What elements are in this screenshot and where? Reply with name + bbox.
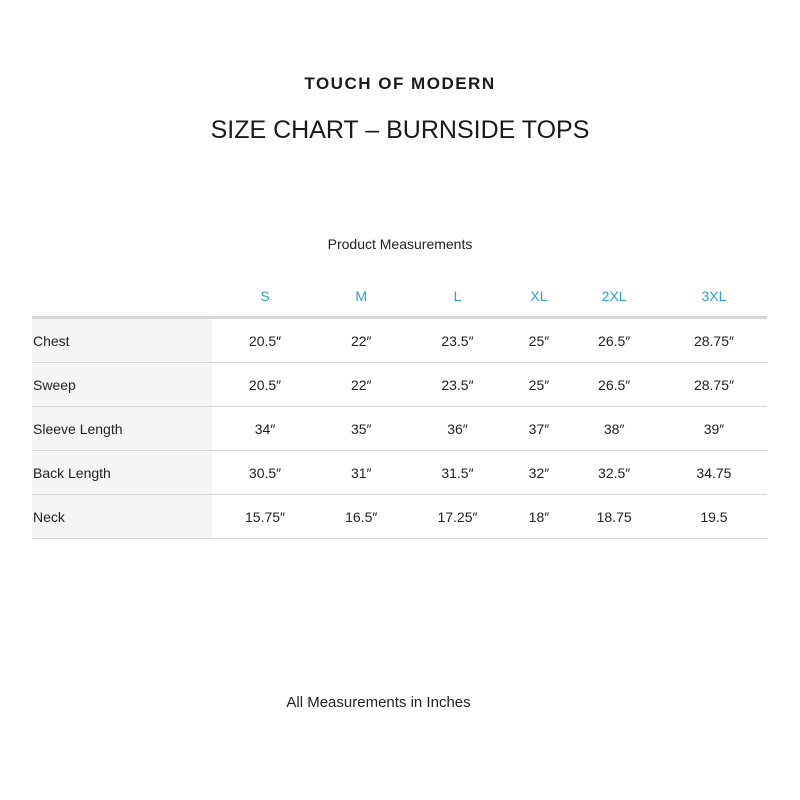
table-row: Sweep 20.5″ 22″ 23.5″ 25″ 26.5″ 28.75″ bbox=[32, 362, 767, 407]
blank-header-cell bbox=[32, 276, 212, 318]
measurement-cell: 34″ bbox=[212, 406, 319, 451]
footer-note: All Measurements in Inches bbox=[286, 694, 471, 711]
measurement-cell: 18.75 bbox=[567, 494, 661, 539]
measurement-cell: 30.5″ bbox=[212, 450, 319, 495]
measurement-cell: 23.5″ bbox=[404, 362, 511, 407]
measurement-cell: 22″ bbox=[318, 362, 405, 407]
measurement-cell: 16.5″ bbox=[318, 494, 405, 539]
brand-logo: TOUCH OF MODERN bbox=[304, 74, 496, 93]
measurement-cell: 23.5″ bbox=[404, 317, 511, 363]
table-row: Sleeve Length 34″ 35″ 36″ 37″ 38″ 39″ bbox=[32, 406, 767, 451]
measurement-cell: 36″ bbox=[404, 406, 511, 451]
size-header-row: S M L XL 2XL 3XL bbox=[32, 276, 767, 318]
measurement-cell: 26.5″ bbox=[567, 362, 661, 407]
size-header-l: L bbox=[453, 288, 462, 304]
measurement-cell: 26.5″ bbox=[567, 317, 661, 363]
measurement-cell: 28.75″ bbox=[660, 317, 767, 363]
row-label: Neck bbox=[32, 494, 212, 539]
size-header-3xl: 3XL bbox=[701, 288, 727, 304]
measurement-cell: 22″ bbox=[318, 317, 405, 363]
measurement-cell: 28.75″ bbox=[660, 362, 767, 407]
size-header-m: M bbox=[355, 288, 368, 304]
size-header-xl: XL bbox=[530, 288, 548, 304]
table-row: Neck 15.75″ 16.5″ 17.25″ 18″ 18.75 19.5 bbox=[32, 494, 767, 539]
measurement-cell: 37″ bbox=[510, 406, 568, 451]
page-title: SIZE CHART – BURNSIDE TOPS bbox=[210, 116, 590, 144]
measurement-cell: 39″ bbox=[660, 406, 767, 451]
row-label: Back Length bbox=[32, 450, 212, 495]
measurement-cell: 35″ bbox=[318, 406, 405, 451]
measurement-cell: 31″ bbox=[318, 450, 405, 495]
size-header-2xl: 2XL bbox=[601, 288, 627, 304]
measurement-cell: 34.75 bbox=[660, 450, 767, 495]
size-header-s: S bbox=[260, 288, 270, 304]
measurement-cell: 25″ bbox=[510, 362, 568, 407]
table-row: Back Length 30.5″ 31″ 31.5″ 32″ 32.5″ 34.75 bbox=[32, 450, 767, 495]
row-label: Sweep bbox=[32, 362, 212, 407]
row-label: Sleeve Length bbox=[32, 406, 212, 451]
measurement-cell: 18″ bbox=[510, 494, 568, 539]
measurement-cell: 19.5 bbox=[660, 494, 767, 539]
measurement-cell: 31.5″ bbox=[404, 450, 511, 495]
measurement-cell: 20.5″ bbox=[212, 362, 319, 407]
measurement-cell: 17.25″ bbox=[404, 494, 511, 539]
size-table: S M L XL 2XL 3XL Chest 20.5″ 22″ 23.5″ 25″ 26.5″ 28… bbox=[32, 276, 767, 539]
measurement-cell: 25″ bbox=[510, 317, 568, 363]
measurement-cell: 32.5″ bbox=[567, 450, 661, 495]
measurement-cell: 15.75″ bbox=[212, 494, 319, 539]
table-row: Chest 20.5″ 22″ 23.5″ 25″ 26.5″ 28.75″ bbox=[32, 317, 767, 363]
measurement-cell: 20.5″ bbox=[212, 317, 319, 363]
measurement-cell: 32″ bbox=[510, 450, 568, 495]
measurement-cell: 38″ bbox=[567, 406, 661, 451]
row-label: Chest bbox=[32, 317, 212, 363]
table-subtitle: Product Measurements bbox=[327, 236, 473, 252]
